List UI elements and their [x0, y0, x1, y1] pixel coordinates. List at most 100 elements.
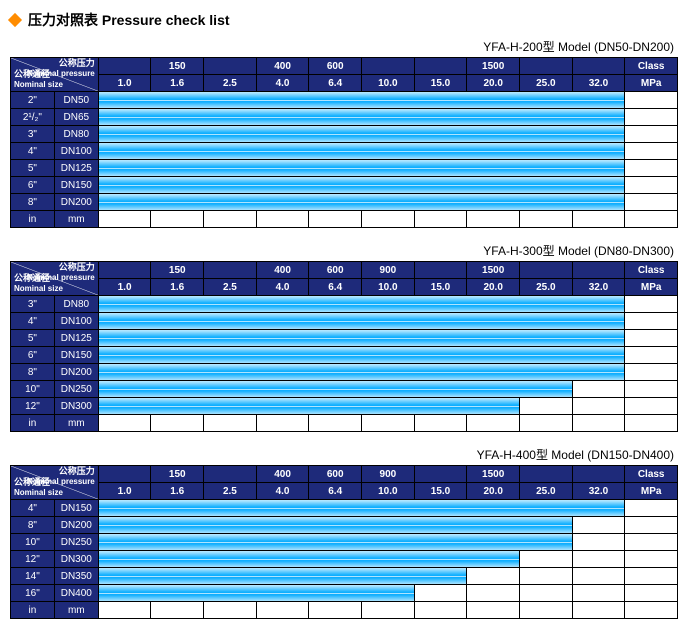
pressure-bar — [98, 534, 572, 551]
pressure-bar — [98, 517, 572, 534]
size-mm: DN80 — [54, 126, 98, 143]
empty-cell — [98, 602, 151, 619]
empty-cell — [572, 415, 625, 432]
empty-cell — [625, 330, 678, 347]
class-header-cell — [98, 466, 151, 483]
table-row: 10"DN250 — [11, 534, 678, 551]
mpa-header-cell: 2.5 — [204, 483, 257, 500]
mpa-header-cell: 32.0 — [572, 75, 625, 92]
class-header-cell: Class — [625, 58, 678, 75]
empty-cell — [309, 602, 362, 619]
empty-cell — [572, 381, 625, 398]
pressure-table: 公称压力Nominal pressure 公称通径Nominal size150… — [10, 465, 678, 619]
class-header-cell — [98, 262, 151, 279]
mpa-header-cell: 4.0 — [256, 75, 309, 92]
model-label: YFA-H-200型 Model (DN50-DN200) — [10, 38, 678, 55]
mpa-header-cell: 1.6 — [151, 75, 204, 92]
mpa-header-cell: MPa — [625, 279, 678, 296]
size-mm: DN80 — [54, 296, 98, 313]
empty-cell — [625, 347, 678, 364]
unit-row: inmm — [11, 415, 678, 432]
empty-cell — [414, 585, 467, 602]
mpa-header-cell: 15.0 — [414, 279, 467, 296]
empty-cell — [625, 92, 678, 109]
empty-cell — [520, 398, 573, 415]
diagonal-header: 公称压力Nominal pressure 公称通径Nominal size — [11, 58, 99, 92]
diagonal-header: 公称压力Nominal pressure 公称通径Nominal size — [11, 466, 99, 500]
pressure-bar — [98, 313, 625, 330]
class-header-cell: Class — [625, 262, 678, 279]
size-in: 5" — [11, 330, 55, 347]
size-in: 10" — [11, 381, 55, 398]
class-header-cell: 150 — [151, 58, 204, 75]
empty-cell — [151, 211, 204, 228]
table-row: 8"DN200 — [11, 517, 678, 534]
pressure-bar — [98, 126, 625, 143]
size-in: 14" — [11, 568, 55, 585]
size-mm: DN200 — [54, 194, 98, 211]
size-mm: DN65 — [54, 109, 98, 126]
class-header-cell — [572, 262, 625, 279]
mpa-header-cell: 32.0 — [572, 483, 625, 500]
pressure-bar — [98, 585, 414, 602]
size-mm: DN150 — [54, 500, 98, 517]
class-header-cell: 600 — [309, 58, 362, 75]
table-row: 14"DN350 — [11, 568, 678, 585]
empty-cell — [520, 211, 573, 228]
mpa-header-cell: 20.0 — [467, 279, 520, 296]
diamond-icon — [8, 13, 22, 27]
table-row: 8"DN200 — [11, 364, 678, 381]
mpa-header-cell: 20.0 — [467, 483, 520, 500]
mpa-header-cell: 2.5 — [204, 279, 257, 296]
empty-cell — [256, 415, 309, 432]
size-mm: DN250 — [54, 381, 98, 398]
size-mm: DN100 — [54, 313, 98, 330]
model-label: YFA-H-400型 Model (DN150-DN400) — [10, 446, 678, 463]
class-header-cell — [414, 262, 467, 279]
size-mm: DN250 — [54, 534, 98, 551]
empty-cell — [309, 415, 362, 432]
size-mm: DN350 — [54, 568, 98, 585]
class-header-cell — [204, 262, 257, 279]
table-row: 4"DN100 — [11, 313, 678, 330]
size-in: 2" — [11, 92, 55, 109]
diagonal-header: 公称压力Nominal pressure 公称通径Nominal size — [11, 262, 99, 296]
table-row: 16"DN400 — [11, 585, 678, 602]
empty-cell — [520, 415, 573, 432]
empty-cell — [625, 296, 678, 313]
class-header-cell — [414, 466, 467, 483]
table-row: 3"DN80 — [11, 296, 678, 313]
empty-cell — [625, 568, 678, 585]
empty-cell — [625, 160, 678, 177]
class-header-cell: 400 — [256, 58, 309, 75]
mpa-header-cell: 25.0 — [520, 75, 573, 92]
empty-cell — [625, 500, 678, 517]
pressure-bar — [98, 381, 572, 398]
mpa-header-cell: 25.0 — [520, 483, 573, 500]
mpa-header-cell: 1.0 — [98, 483, 151, 500]
size-in: 6" — [11, 177, 55, 194]
pressure-bar — [98, 143, 625, 160]
pressure-bar — [98, 109, 625, 126]
mpa-header-cell: 1.6 — [151, 279, 204, 296]
page-title: 压力对照表 Pressure check list — [28, 10, 230, 30]
empty-cell — [572, 602, 625, 619]
mpa-header-cell: 1.6 — [151, 483, 204, 500]
empty-cell — [625, 517, 678, 534]
mpa-header-cell: 4.0 — [256, 483, 309, 500]
mpa-header-cell: 10.0 — [362, 279, 415, 296]
empty-cell — [520, 551, 573, 568]
class-header-cell — [572, 466, 625, 483]
mpa-header-cell: 32.0 — [572, 279, 625, 296]
empty-cell — [309, 211, 362, 228]
size-mm: DN400 — [54, 585, 98, 602]
pressure-bar — [98, 330, 625, 347]
pressure-bar — [98, 500, 625, 517]
size-mm: DN125 — [54, 160, 98, 177]
size-in: 3" — [11, 126, 55, 143]
size-in: 4" — [11, 313, 55, 330]
empty-cell — [467, 568, 520, 585]
size-mm: DN50 — [54, 92, 98, 109]
empty-cell — [572, 398, 625, 415]
table-row: 12"DN300 — [11, 398, 678, 415]
